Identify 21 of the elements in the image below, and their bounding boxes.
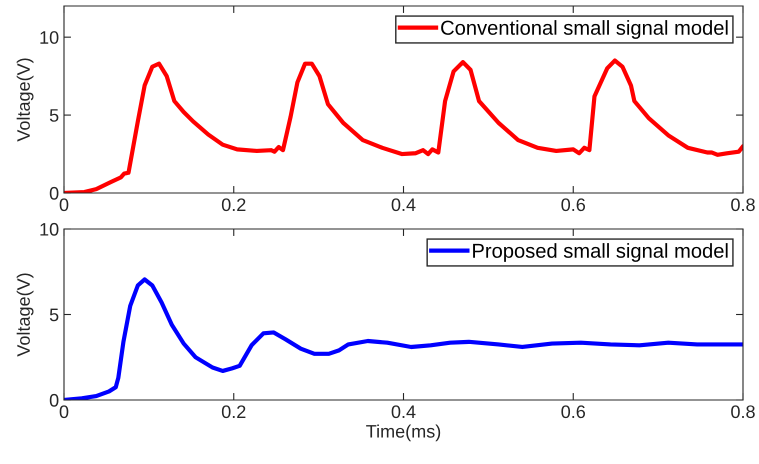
y-axis-title: Voltage(V) <box>16 273 34 357</box>
legend-label: Conventional small signal model <box>441 20 728 39</box>
x-tick-label: 0.2 <box>222 405 246 418</box>
x-tick-label: 0 <box>60 198 68 212</box>
x-tick-label: 0.4 <box>392 405 416 418</box>
y-tick-label: 10 <box>40 222 58 236</box>
x-tick-label: 0.8 <box>731 198 755 212</box>
y-tick-label: 0 <box>50 394 58 407</box>
x-tick-label: 0.6 <box>561 198 586 212</box>
x-tick-label: 0.8 <box>731 405 755 418</box>
y-tick-label: 5 <box>50 109 58 122</box>
y-tick-label: 0 <box>50 186 58 200</box>
y-tick-label: 10 <box>40 31 58 44</box>
x-tick-label: 0.2 <box>222 198 246 212</box>
y-axis-title: Voltage(V) <box>16 58 34 142</box>
x-axis-title: Time(ms) <box>366 424 440 442</box>
y-tick-label: 5 <box>50 308 58 322</box>
legend-label: Proposed small signal model <box>473 243 728 262</box>
x-tick-label: 0.4 <box>392 198 416 212</box>
x-tick-label: 0.6 <box>561 405 586 418</box>
x-tick-label: 0 <box>60 405 68 418</box>
